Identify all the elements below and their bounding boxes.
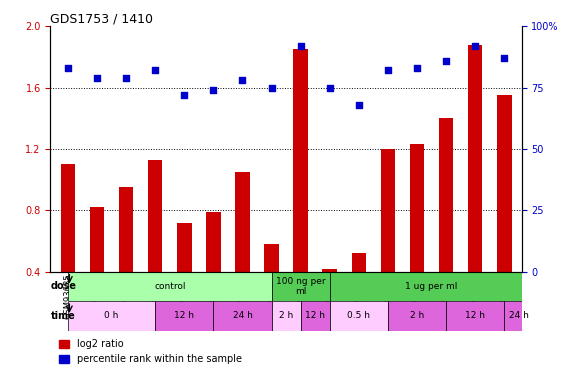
- Bar: [301, 301, 330, 331]
- Point: [355, 102, 364, 108]
- Text: 12 h: 12 h: [465, 312, 485, 321]
- Point: [209, 87, 218, 93]
- Point: [180, 92, 189, 98]
- Text: 0 h: 0 h: [104, 312, 119, 321]
- Point: [471, 43, 480, 49]
- Text: 12 h: 12 h: [305, 312, 325, 321]
- Point: [296, 43, 305, 49]
- Text: dose: dose: [50, 282, 76, 291]
- Bar: [330, 272, 534, 301]
- Text: 1 ug per ml: 1 ug per ml: [406, 282, 458, 291]
- Bar: [293, 49, 308, 333]
- Point: [500, 55, 509, 61]
- Legend: log2 ratio, percentile rank within the sample: log2 ratio, percentile rank within the s…: [56, 336, 246, 368]
- Bar: [148, 160, 163, 333]
- Point: [63, 65, 72, 71]
- Bar: [119, 188, 134, 333]
- Bar: [330, 301, 388, 331]
- Bar: [68, 272, 272, 301]
- Bar: [90, 207, 104, 333]
- Bar: [272, 272, 330, 301]
- Bar: [468, 45, 482, 333]
- Bar: [381, 149, 395, 333]
- Bar: [439, 118, 453, 333]
- Point: [442, 58, 450, 64]
- Bar: [213, 301, 272, 331]
- Point: [383, 68, 392, 74]
- Bar: [155, 301, 213, 331]
- Bar: [446, 301, 504, 331]
- Text: 24 h: 24 h: [233, 312, 252, 321]
- Bar: [177, 223, 191, 333]
- Bar: [323, 268, 337, 333]
- Point: [122, 75, 131, 81]
- Text: 2 h: 2 h: [279, 312, 293, 321]
- Bar: [410, 144, 424, 333]
- Bar: [497, 95, 512, 333]
- Bar: [206, 212, 220, 333]
- Point: [267, 85, 276, 91]
- Text: 100 ng per
ml: 100 ng per ml: [276, 277, 325, 296]
- Bar: [272, 301, 301, 331]
- Point: [93, 75, 102, 81]
- Point: [151, 68, 160, 74]
- Text: 2 h: 2 h: [410, 312, 424, 321]
- Text: 12 h: 12 h: [174, 312, 194, 321]
- Text: time: time: [50, 311, 75, 321]
- Bar: [235, 172, 250, 333]
- Text: 0.5 h: 0.5 h: [347, 312, 370, 321]
- Bar: [388, 301, 446, 331]
- Bar: [61, 164, 75, 333]
- Point: [412, 65, 421, 71]
- Point: [325, 85, 334, 91]
- Text: 24 h: 24 h: [509, 312, 529, 321]
- Bar: [352, 254, 366, 333]
- Bar: [68, 301, 155, 331]
- Bar: [264, 244, 279, 333]
- Point: [238, 77, 247, 83]
- Text: control: control: [154, 282, 186, 291]
- Bar: [504, 301, 534, 331]
- Text: GDS1753 / 1410: GDS1753 / 1410: [50, 12, 154, 25]
